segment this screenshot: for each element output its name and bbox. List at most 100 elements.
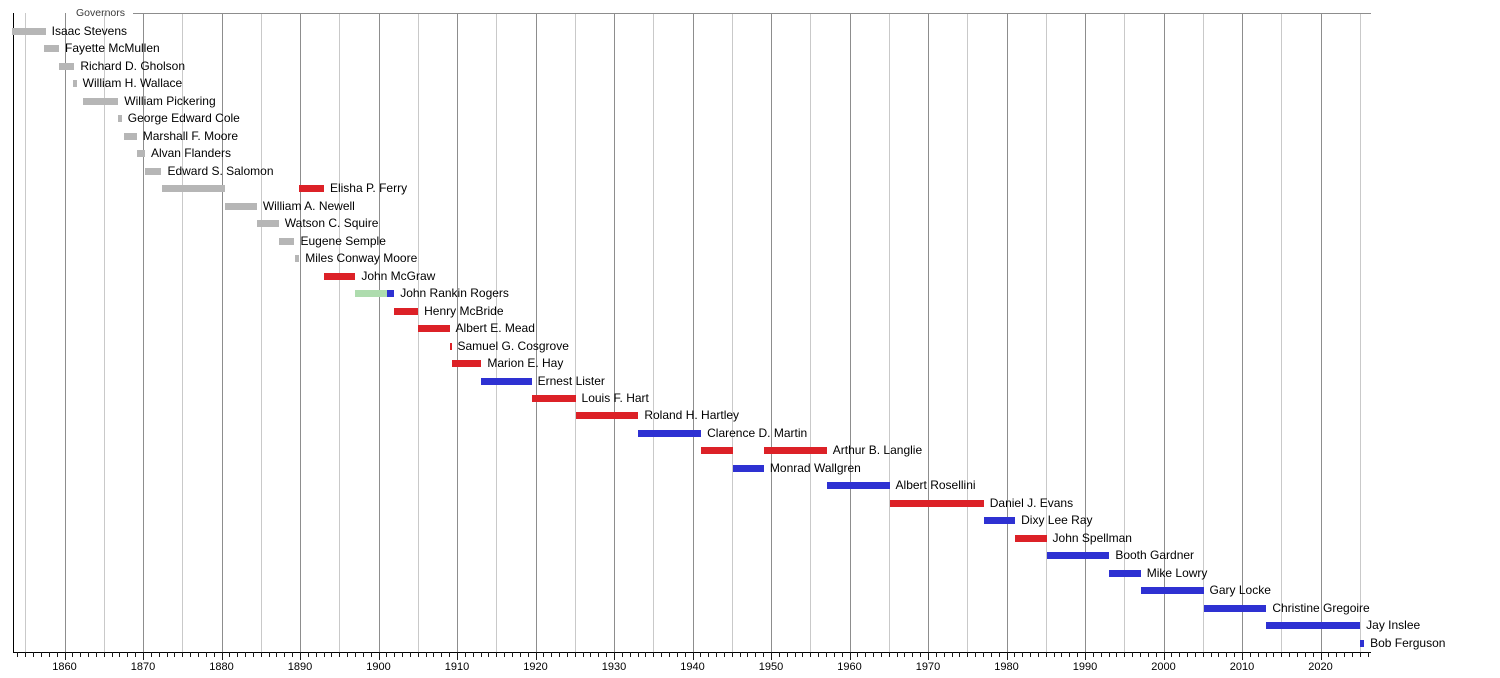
x-axis-tick	[33, 652, 35, 657]
term-bar-territorial	[225, 202, 257, 210]
x-axis-tick-label: 1950	[758, 661, 784, 673]
governor-name-label[interactable]: Dixy Lee Ray	[1021, 513, 1093, 528]
x-axis-tick	[873, 652, 875, 657]
governor-name-label[interactable]: Marion E. Hay	[487, 356, 564, 370]
governor-name-label[interactable]: Clarence D. Martin	[707, 425, 808, 440]
x-axis-tick	[323, 652, 325, 657]
x-axis-tick	[284, 652, 286, 657]
x-axis-tick	[1014, 652, 1016, 657]
governor-name-label[interactable]: Watson C. Squire	[284, 216, 379, 231]
x-axis-tick	[378, 652, 380, 660]
x-axis-tick	[1367, 652, 1369, 657]
x-axis-tick	[354, 652, 356, 657]
x-axis-tick	[441, 652, 443, 657]
governor-name-label[interactable]: Roland H. Hartley	[644, 408, 740, 423]
x-axis-tick	[307, 652, 309, 657]
governor-name-label[interactable]: Daniel J. Evans	[989, 495, 1074, 510]
governor-name-label[interactable]: George Edward Cole	[127, 111, 240, 126]
governor-name-label[interactable]: Arthur B. Langlie	[832, 443, 923, 458]
x-axis-tick	[64, 652, 66, 660]
term-bar-democratic	[1109, 569, 1141, 577]
governor-name-label[interactable]: John McGraw	[361, 268, 436, 283]
x-axis-tick	[1296, 652, 1298, 657]
x-axis-tick	[1163, 652, 1165, 660]
gridline-1930	[614, 13, 615, 652]
x-axis-tick	[810, 652, 812, 657]
x-axis-tick-label: 1890	[287, 661, 313, 673]
governor-name-label[interactable]: Marshall F. Moore	[142, 128, 239, 143]
x-axis-tick	[119, 652, 121, 657]
x-axis-tick	[951, 652, 953, 657]
governor-name-label[interactable]: Elisha P. Ferry	[329, 181, 408, 196]
x-axis-tick	[904, 652, 906, 657]
governor-name-label[interactable]: William A. Newell	[262, 198, 355, 213]
x-axis-tick	[1242, 652, 1243, 660]
chart-top-border	[133, 13, 1371, 14]
term-bar-democratic	[1203, 604, 1267, 612]
governor-name-label[interactable]: Booth Gardner	[1115, 548, 1195, 563]
governor-name-label[interactable]: Jay Inslee	[1366, 618, 1421, 633]
x-axis-tick	[135, 652, 137, 657]
governor-name-label[interactable]: Albert E. Mead	[455, 321, 535, 336]
x-axis-tick	[959, 652, 961, 657]
x-axis-tick	[716, 652, 718, 657]
x-axis-tick	[582, 652, 584, 657]
governor-name-label[interactable]: Henry McBride	[424, 303, 504, 318]
x-axis-tick	[1273, 652, 1275, 657]
governor-name-label[interactable]: William H. Wallace	[82, 76, 183, 91]
governor-name-label[interactable]: Mike Lowry	[1146, 565, 1208, 580]
governor-name-label[interactable]: Bob Ferguson	[1370, 635, 1446, 650]
governor-name-label[interactable]: Louis F. Hart	[581, 390, 649, 405]
governor-name-label[interactable]: Richard D. Gholson	[80, 58, 186, 73]
term-bar-republican	[575, 412, 639, 420]
x-axis-tick	[205, 652, 207, 657]
governor-name-label[interactable]: Edward S. Salomon	[167, 163, 274, 178]
x-axis-tick	[158, 652, 160, 657]
x-axis-tick	[763, 652, 765, 657]
x-axis-tick	[880, 652, 882, 657]
governor-name-label[interactable]: Gary Locke	[1209, 583, 1271, 598]
x-axis-tick	[723, 652, 725, 657]
x-axis-tick	[197, 652, 199, 657]
governor-name-label[interactable]: Eugene Semple	[300, 233, 386, 248]
governor-name-label[interactable]: Samuel G. Cosgrove	[457, 338, 569, 353]
term-bar-territorial	[294, 255, 300, 263]
gridline-1875	[182, 13, 184, 652]
x-axis-tick	[574, 652, 576, 657]
governor-name-label[interactable]: John Rankin Rogers	[400, 286, 509, 301]
gridline-1955	[810, 13, 812, 652]
x-axis-tick	[731, 652, 733, 657]
governor-name-label[interactable]: Albert Rosellini	[895, 478, 976, 493]
governor-name-label[interactable]: Monrad Wallgren	[769, 460, 861, 475]
x-axis-tick	[629, 652, 631, 657]
gridline-1935	[653, 13, 655, 652]
x-axis-tick	[182, 652, 184, 657]
x-axis-tick	[1351, 652, 1353, 657]
x-axis-tick	[1171, 652, 1173, 657]
governor-name-label[interactable]: Fayette McMullen	[65, 41, 160, 56]
x-axis-tick	[700, 652, 702, 657]
x-axis-tick	[213, 652, 215, 657]
term-bar-republican	[299, 185, 324, 193]
term-bar-republican	[889, 499, 984, 507]
governor-name-label[interactable]: Ernest Lister	[537, 373, 605, 388]
x-axis-tick	[80, 652, 82, 657]
gridline-1975	[967, 13, 969, 652]
governor-name-label[interactable]: William Pickering	[124, 93, 216, 108]
term-bar-territorial	[124, 132, 137, 140]
x-axis-tick	[245, 652, 247, 657]
governor-name-label[interactable]: Miles Conway Moore	[305, 251, 418, 266]
governor-name-label[interactable]: John Spellman	[1052, 530, 1132, 545]
x-axis-tick	[920, 652, 922, 657]
x-axis-tick	[1328, 652, 1330, 657]
x-axis-tick	[417, 652, 419, 657]
x-axis-tick-label: 1970	[915, 661, 941, 673]
x-axis-tick-label: 1980	[994, 661, 1019, 673]
governor-name-label[interactable]: Alvan Flanders	[150, 146, 231, 161]
x-axis-tick	[409, 652, 411, 657]
x-axis-tick-label: 2020	[1308, 661, 1333, 673]
governor-name-label[interactable]: Christine Gregoire	[1272, 600, 1370, 615]
governor-name-label[interactable]: Isaac Stevens	[51, 23, 128, 38]
x-axis-tick	[1289, 652, 1291, 657]
term-bar-territorial	[145, 167, 162, 175]
